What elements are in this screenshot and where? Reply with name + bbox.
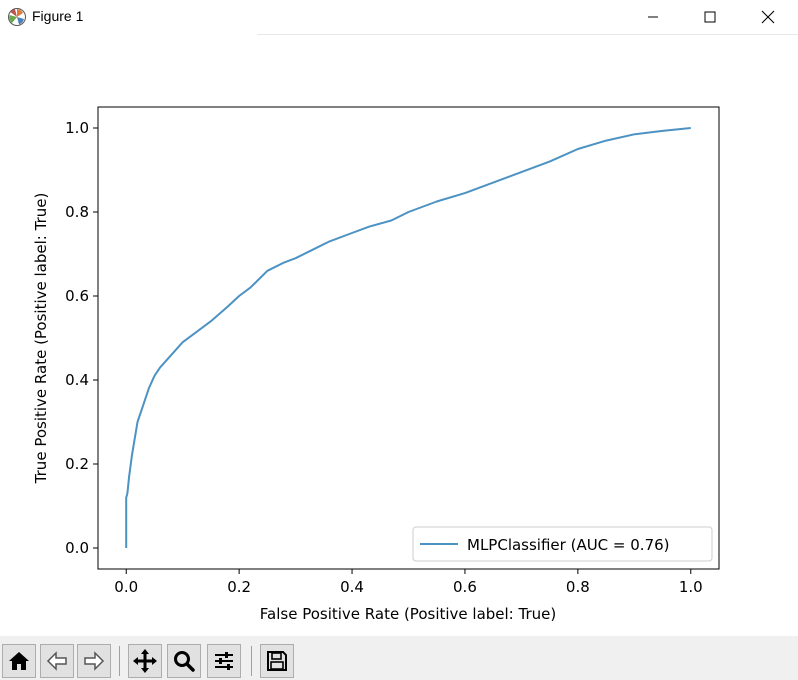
x-tick-label: 0.8: [566, 578, 590, 596]
y-axis-label: True Positive Rate (Positive label: True…: [32, 193, 50, 485]
navigation-toolbar: [0, 636, 798, 680]
x-tick-label: 1.0: [679, 578, 703, 596]
floppy-disk-icon: [267, 651, 287, 671]
minimize-button[interactable]: [624, 0, 682, 34]
y-tick-label: 0.2: [65, 455, 89, 473]
roc-chart: 0.0 0.2 0.4 0.6 0.8 1.0 0.0 0.2 0.4 0.6 0.8 1.0 Fa…: [32, 106, 720, 623]
maximize-button[interactable]: [681, 0, 739, 34]
x-tick-label: 0.0: [114, 578, 138, 596]
back-button[interactable]: [40, 644, 74, 678]
x-tick-label: 0.4: [340, 578, 364, 596]
window-titlebar: Figure 1: [0, 0, 798, 34]
arrow-left-icon: [46, 651, 67, 671]
subplots-button[interactable]: [207, 644, 241, 678]
x-tick-label: 0.2: [227, 578, 251, 596]
legend-label: MLPClassifier (AUC = 0.76): [467, 536, 670, 554]
titlebar-divider: [257, 34, 798, 35]
window-title: Figure 1: [32, 8, 84, 24]
magnifier-icon: [174, 651, 195, 672]
y-tick-label: 0.0: [65, 539, 89, 557]
legend: MLPClassifier (AUC = 0.76): [412, 526, 713, 562]
close-button[interactable]: [739, 0, 797, 34]
y-tick-label: 0.4: [65, 371, 89, 389]
x-axis-label: False Positive Rate (Positive label: Tru…: [260, 605, 556, 623]
y-tick-label: 0.6: [65, 287, 89, 305]
figure-canvas[interactable]: 0.0 0.2 0.4 0.6 0.8 1.0 0.0 0.2 0.4 0.6 0.8 1.0 Fa…: [0, 35, 798, 636]
home-icon: [9, 652, 29, 670]
toolbar-separator: [251, 646, 252, 676]
forward-button[interactable]: [77, 644, 111, 678]
plot-frame: [97, 106, 720, 570]
x-ticks: 0.0 0.2 0.4 0.6 0.8 1.0: [114, 569, 703, 596]
series-group: [125, 127, 691, 548]
y-ticks: 0.0 0.2 0.4 0.6 0.8 1.0: [65, 119, 98, 557]
legend-box: [412, 526, 713, 562]
home-button[interactable]: [2, 644, 36, 678]
maximize-icon: [704, 11, 716, 23]
move-icon: [133, 649, 157, 673]
close-icon: [761, 10, 775, 24]
matplotlib-logo-icon: [8, 8, 26, 26]
sliders-icon: [215, 652, 233, 670]
pan-button[interactable]: [128, 644, 162, 678]
toolbar-separator: [119, 646, 120, 676]
minimize-icon: [648, 16, 658, 18]
arrow-right-icon: [84, 651, 105, 671]
save-button[interactable]: [260, 644, 294, 678]
y-tick-label: 0.8: [65, 203, 89, 221]
x-tick-label: 0.6: [453, 578, 477, 596]
y-tick-label: 1.0: [65, 119, 89, 137]
roc-curve-line: [125, 127, 691, 548]
zoom-button[interactable]: [167, 644, 201, 678]
